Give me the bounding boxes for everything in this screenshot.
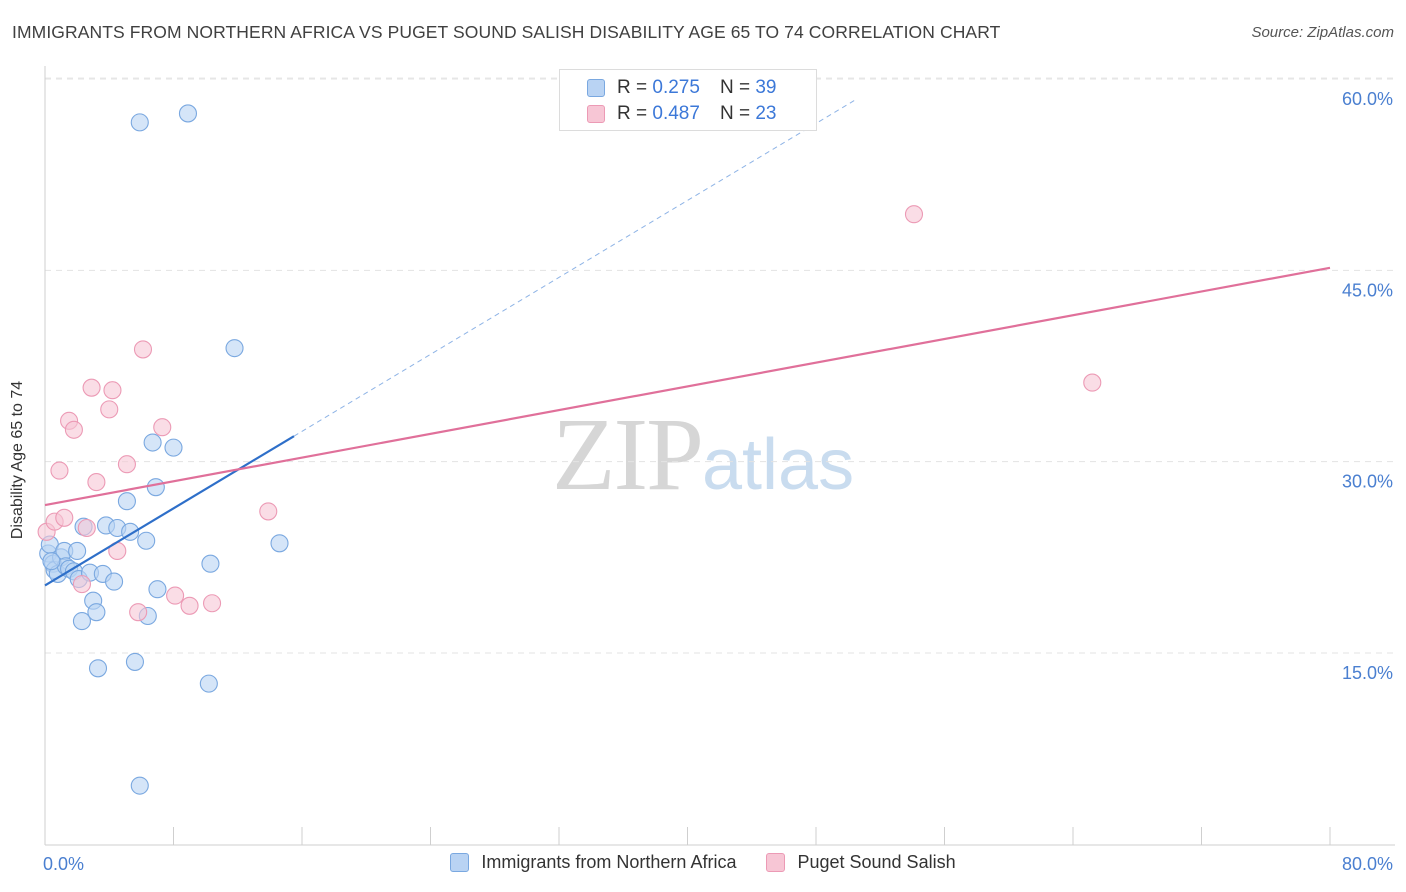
pink-point: [1083, 373, 1102, 392]
pink-trend-line: [44, 266, 1331, 507]
pink-point: [133, 340, 153, 359]
pink-point: [77, 518, 96, 538]
blue-point: [88, 659, 108, 678]
y-tick-label: 15.0%: [1342, 663, 1393, 683]
n-label: N =: [719, 103, 751, 124]
blue-point: [143, 433, 162, 452]
chart-title: IMMIGRANTS FROM NORTHERN AFRICA VS PUGET…: [12, 22, 1001, 42]
pink-point: [180, 596, 199, 615]
blue-point: [270, 534, 289, 553]
y-tick-label: 60.0%: [1342, 89, 1393, 109]
watermark-zip: ZIP: [552, 397, 704, 512]
pink-point: [904, 205, 924, 224]
blue-point: [87, 603, 106, 622]
pink-point: [50, 461, 69, 480]
pink-point: [117, 455, 136, 474]
legend-label: Puget Sound Salish: [797, 852, 956, 872]
blue-point: [225, 339, 244, 358]
blue-point: [72, 612, 91, 631]
legend-swatch-blue: [587, 79, 605, 97]
legend-row-blue: R = 0.275 N = 39: [587, 76, 776, 100]
blue-point: [68, 541, 87, 561]
n-label: N =: [719, 77, 751, 98]
blue-point: [201, 554, 220, 573]
pink-point: [72, 575, 91, 594]
x-tick-label: 0.0%: [43, 854, 84, 874]
x-tick-label: 80.0%: [1342, 854, 1393, 874]
legend-item-immigrants[interactable]: Immigrants from Northern Africa: [450, 852, 736, 873]
n-value: 39: [755, 77, 777, 98]
blue-point: [178, 104, 198, 123]
blue-point: [146, 478, 165, 497]
legend-label: Immigrants from Northern Africa: [481, 852, 737, 872]
pink-point: [166, 586, 185, 605]
blue-point: [130, 776, 149, 795]
blue-trend-extension: [293, 98, 857, 437]
legend-swatch-blue: [450, 853, 470, 872]
pink-point: [129, 603, 148, 622]
pink-point: [103, 381, 122, 400]
blue-point: [125, 652, 144, 671]
blue-point: [117, 492, 136, 511]
blue-point: [42, 552, 61, 571]
watermark: ZIPatlas: [552, 395, 854, 514]
legend-item-salish[interactable]: Puget Sound Salish: [766, 852, 956, 873]
y-tick-label: 45.0%: [1342, 280, 1393, 300]
pink-point: [259, 502, 278, 521]
pink-point: [100, 400, 119, 419]
r-label: R =: [617, 103, 648, 124]
pink-point: [64, 420, 83, 439]
blue-point: [164, 438, 183, 457]
blue-point: [148, 580, 167, 599]
pink-point: [203, 594, 222, 613]
blue-point: [130, 113, 149, 132]
blue-point: [199, 674, 218, 693]
series-legend: Immigrants from Northern Africa Puget So…: [0, 852, 1406, 873]
watermark-atlas: atlas: [702, 425, 855, 505]
blue-point: [137, 531, 156, 550]
legend-row-pink: R = 0.487 N = 23: [587, 102, 776, 126]
correlation-legend: R = 0.275 N = 39 R = 0.487 N = 23: [559, 69, 817, 131]
pink-point: [82, 378, 101, 397]
pink-point: [55, 508, 74, 527]
r-value: 0.487: [652, 103, 700, 124]
source-credit: Source: ZipAtlas.com: [1251, 24, 1394, 41]
legend-swatch-pink: [766, 853, 786, 872]
blue-trend-line: [44, 435, 295, 587]
n-value: 23: [755, 103, 777, 124]
legend-swatch-pink: [587, 105, 605, 123]
r-value: 0.275: [652, 77, 700, 98]
y-tick-label: 30.0%: [1342, 472, 1393, 492]
blue-point: [105, 572, 124, 591]
pink-point: [153, 418, 172, 437]
pink-point: [87, 473, 106, 492]
r-label: R =: [617, 77, 648, 98]
